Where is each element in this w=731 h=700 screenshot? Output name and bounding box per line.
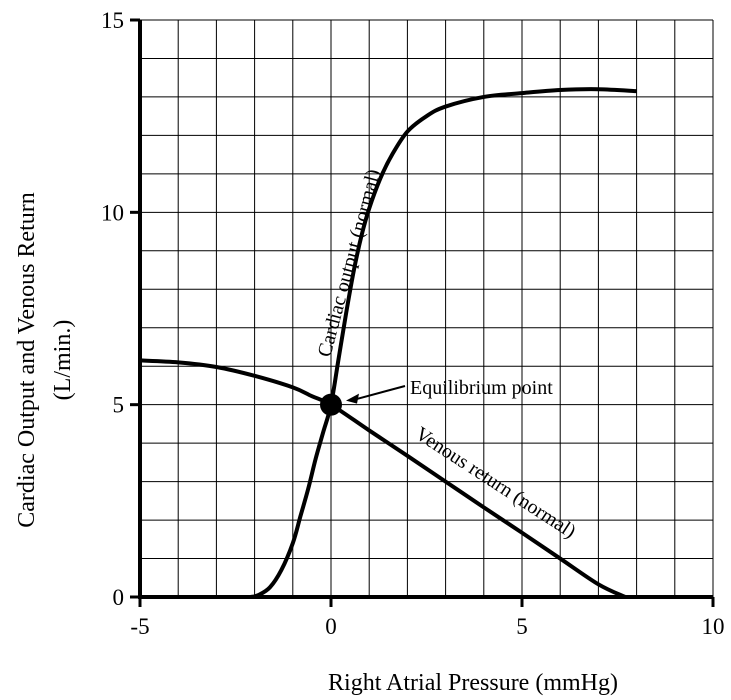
cardiac-output-curve: [250, 87, 637, 599]
y-tick-label: 10: [101, 200, 124, 225]
y-tick-label: 15: [101, 8, 124, 33]
series: [139, 87, 637, 599]
axes: [130, 18, 715, 607]
y-axis-title-line2: (L/min.): [50, 320, 76, 401]
cardiac-output-curve-label: Cardiac output (normal): [314, 167, 385, 359]
x-tick-label: -5: [130, 614, 149, 639]
x-tick-label: 5: [516, 614, 528, 639]
equilibrium-marker-group: [320, 385, 406, 416]
y-axis-title-line1: Cardiac Output and Venous Return: [14, 192, 40, 528]
equilibrium-arrow-head: [346, 393, 359, 404]
venous-return-curve: [139, 358, 626, 599]
equilibrium-arrow-shaft: [355, 385, 406, 401]
x-axis-title: Right Atrial Pressure (mmHg): [328, 670, 618, 696]
equilibrium-point-marker: [320, 393, 342, 416]
equilibrium-point-label: Equilibrium point: [410, 377, 553, 399]
x-tick-label: 0: [325, 614, 337, 639]
venous-return-curve-label: Venous return (normal): [411, 423, 579, 543]
grid: [140, 19, 714, 597]
y-tick-label: 5: [113, 393, 125, 418]
y-tick-label: 0: [113, 585, 125, 610]
x-tick-label: 10: [702, 614, 725, 639]
